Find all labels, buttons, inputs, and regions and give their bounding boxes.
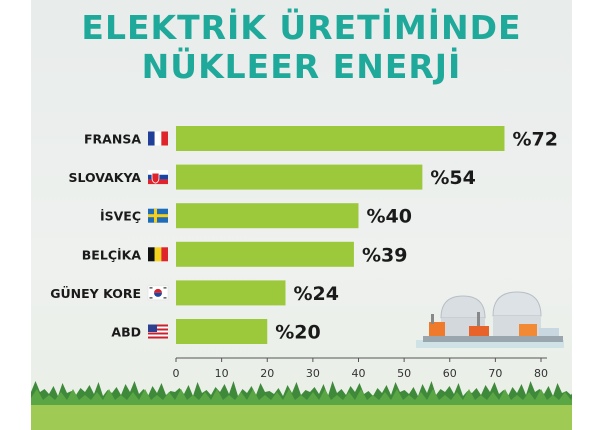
slovakia-flag-icon — [148, 170, 168, 185]
bar-4 — [176, 280, 286, 306]
x-tick-label-4: 40 — [352, 367, 366, 380]
bar-1 — [176, 164, 423, 190]
bars-group: FRANSA %72 SLOVAKYA %54 İSVEÇ %40 BELÇİKA %39 GÜ… — [50, 126, 558, 344]
value-label-3: %39 — [362, 244, 407, 266]
chart-title-line-2: NÜKLEER ENERJİ — [141, 47, 462, 86]
value-label-1: %54 — [430, 167, 475, 189]
category-label-4: GÜNEY KORE — [50, 286, 141, 301]
infographic-card: ELEKTRİK ÜRETİMİNDE NÜKLEER ENERJİ 0 10 20… — [31, 0, 572, 430]
bar-chart: 0 10 20 30 40 50 60 70 80 FRANSA %72 SLOVAKYA %54 İS… — [31, 126, 572, 430]
category-label-2: İSVEÇ — [100, 209, 141, 224]
category-label-5: ABD — [111, 325, 141, 340]
category-label-0: FRANSA — [84, 132, 141, 147]
france-flag-icon — [148, 131, 168, 146]
x-axis: 0 10 20 30 40 50 60 70 80 — [173, 357, 548, 380]
x-tick-label-1: 10 — [215, 367, 229, 380]
value-label-2: %40 — [367, 206, 412, 228]
value-label-5: %20 — [275, 322, 320, 344]
x-tick-label-2: 20 — [260, 367, 274, 380]
category-label-1: SLOVAKYA — [68, 170, 141, 185]
category-label-3: BELÇİKA — [82, 247, 142, 262]
south-korea-flag-icon — [147, 285, 169, 301]
bar-5 — [176, 319, 268, 344]
x-tick-label-7: 70 — [488, 367, 502, 380]
usa-flag-icon — [148, 324, 168, 339]
x-tick-label-6: 60 — [443, 367, 457, 380]
value-label-0: %72 — [513, 129, 558, 151]
nuclear-plant-illustration — [416, 291, 564, 348]
bar-3 — [176, 241, 354, 267]
x-tick-label-5: 50 — [397, 367, 411, 380]
belgium-flag-icon — [148, 247, 168, 262]
tree-line-decoration — [31, 381, 572, 430]
bar-2 — [176, 203, 359, 229]
bar-0 — [176, 126, 505, 151]
x-tick-label-3: 30 — [306, 367, 320, 380]
chart-title-line-1: ELEKTRİK ÜRETİMİNDE — [81, 8, 522, 47]
sweden-flag-icon — [148, 208, 168, 223]
value-label-4: %24 — [294, 283, 339, 305]
x-tick-label-8: 80 — [534, 367, 548, 380]
x-tick-label-0: 0 — [173, 367, 180, 380]
